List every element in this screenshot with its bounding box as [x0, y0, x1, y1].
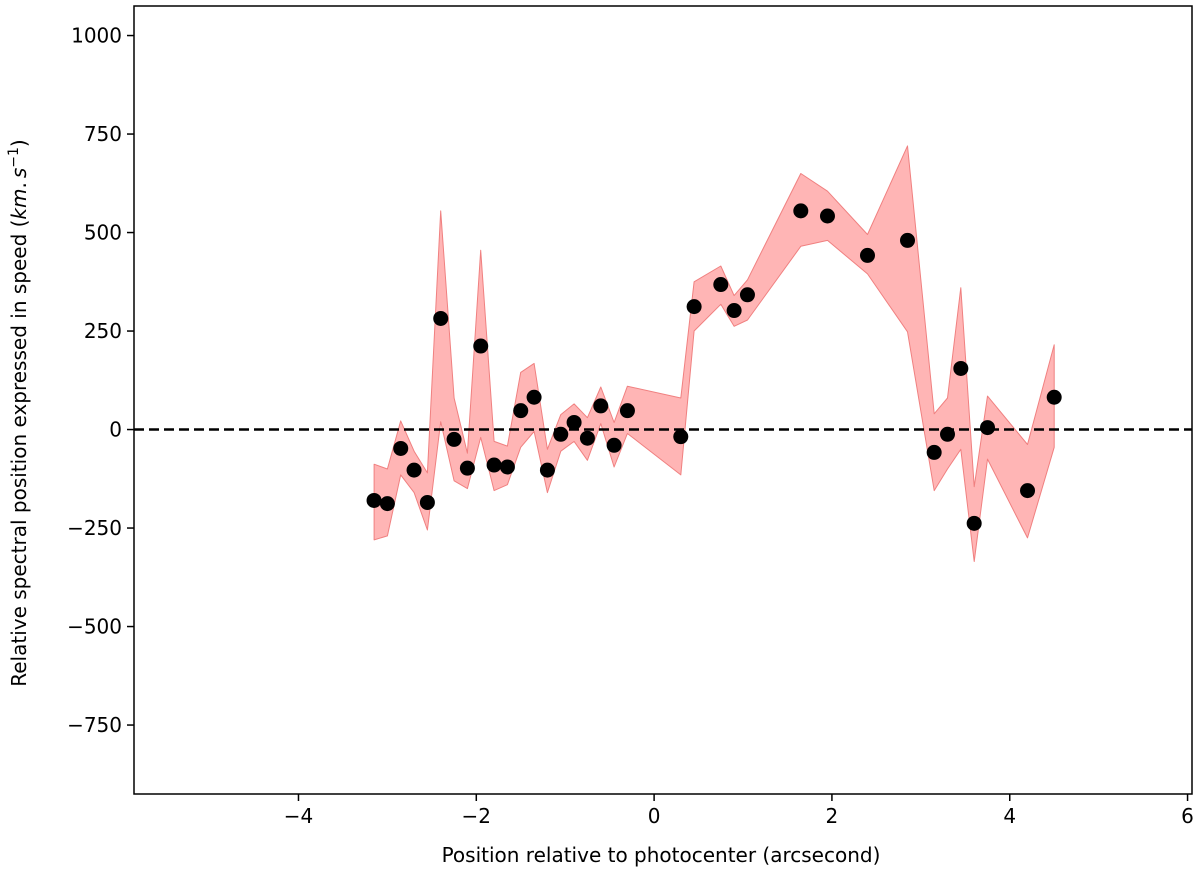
x-tick-label: −2 [462, 804, 491, 828]
data-point [980, 420, 996, 436]
data-point [379, 496, 395, 512]
data-point [619, 403, 635, 419]
x-tick-label: 4 [1003, 804, 1016, 828]
data-point [713, 277, 729, 293]
y-tick-label: −750 [67, 713, 122, 737]
data-point [473, 338, 489, 354]
data-point [739, 287, 755, 303]
y-tick-label: −250 [67, 516, 122, 540]
data-point [539, 462, 555, 478]
data-point [899, 232, 915, 248]
x-tick-label: 6 [1181, 804, 1194, 828]
data-point [526, 389, 542, 405]
data-point [953, 360, 969, 376]
x-tick-label: −4 [284, 804, 313, 828]
y-axis-title-exponent: −1 [6, 147, 22, 168]
data-point [553, 426, 569, 442]
y-axis-title-s: s [7, 168, 31, 178]
data-point [433, 310, 449, 326]
data-point [513, 403, 529, 419]
data-point [593, 398, 609, 414]
data-point [819, 208, 835, 224]
data-point [406, 462, 422, 478]
data-point [926, 444, 942, 460]
data-point [393, 440, 409, 456]
data-point [673, 429, 689, 445]
y-axis-title-dot: . [7, 182, 31, 188]
y-axis-title: Relative spectral position expressed in … [6, 139, 31, 687]
x-ticks-layer: −4 −2 0 2 4 6 [284, 794, 1194, 828]
y-axis-title-km: km [7, 188, 31, 219]
y-tick-label: 500 [84, 221, 122, 245]
uncertainty-band [373, 145, 1055, 562]
data-point [459, 460, 475, 476]
y-tick-label: 250 [84, 319, 122, 343]
data-point [686, 299, 702, 315]
data-point [793, 203, 809, 219]
x-tick-label: 0 [648, 804, 661, 828]
data-point [940, 426, 956, 442]
data-point [446, 431, 462, 447]
y-axis-title-main: Relative spectral position expressed in … [7, 220, 31, 687]
data-points-layer [366, 203, 1062, 531]
data-point [966, 515, 982, 531]
data-point [486, 457, 502, 473]
y-tick-label: −500 [67, 615, 122, 639]
x-axis-title: Position relative to photocenter (arcsec… [442, 843, 881, 867]
x-tick-label: 2 [826, 804, 839, 828]
y-axis-title-close: ) [7, 139, 31, 147]
data-point [499, 459, 515, 475]
y-tick-label: 1000 [71, 24, 122, 48]
data-point [1046, 389, 1062, 405]
y-tick-label: 0 [109, 418, 122, 442]
data-point [566, 414, 582, 430]
data-point [579, 430, 595, 446]
y-tick-label: 750 [84, 122, 122, 146]
data-point [366, 492, 382, 508]
uncertainty-band-layer [373, 145, 1055, 562]
data-point [606, 437, 622, 453]
data-point [726, 303, 742, 319]
data-point [859, 247, 875, 263]
y-ticks-layer: −750 −500 −250 0 250 500 750 1000 [67, 24, 134, 737]
axes-layer [133, 5, 1193, 795]
data-point [1020, 483, 1036, 499]
data-point [419, 494, 435, 510]
plot-frame [133, 5, 1193, 795]
